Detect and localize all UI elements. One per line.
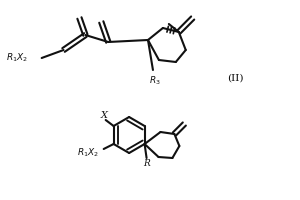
Text: X: X <box>100 110 107 119</box>
Text: $R_1X_2$: $R_1X_2$ <box>76 147 99 159</box>
Text: $R_3$: $R_3$ <box>149 75 161 87</box>
Text: R: R <box>143 158 150 168</box>
Text: $R_1X_2$: $R_1X_2$ <box>6 52 28 64</box>
Text: (II): (II) <box>227 73 244 82</box>
